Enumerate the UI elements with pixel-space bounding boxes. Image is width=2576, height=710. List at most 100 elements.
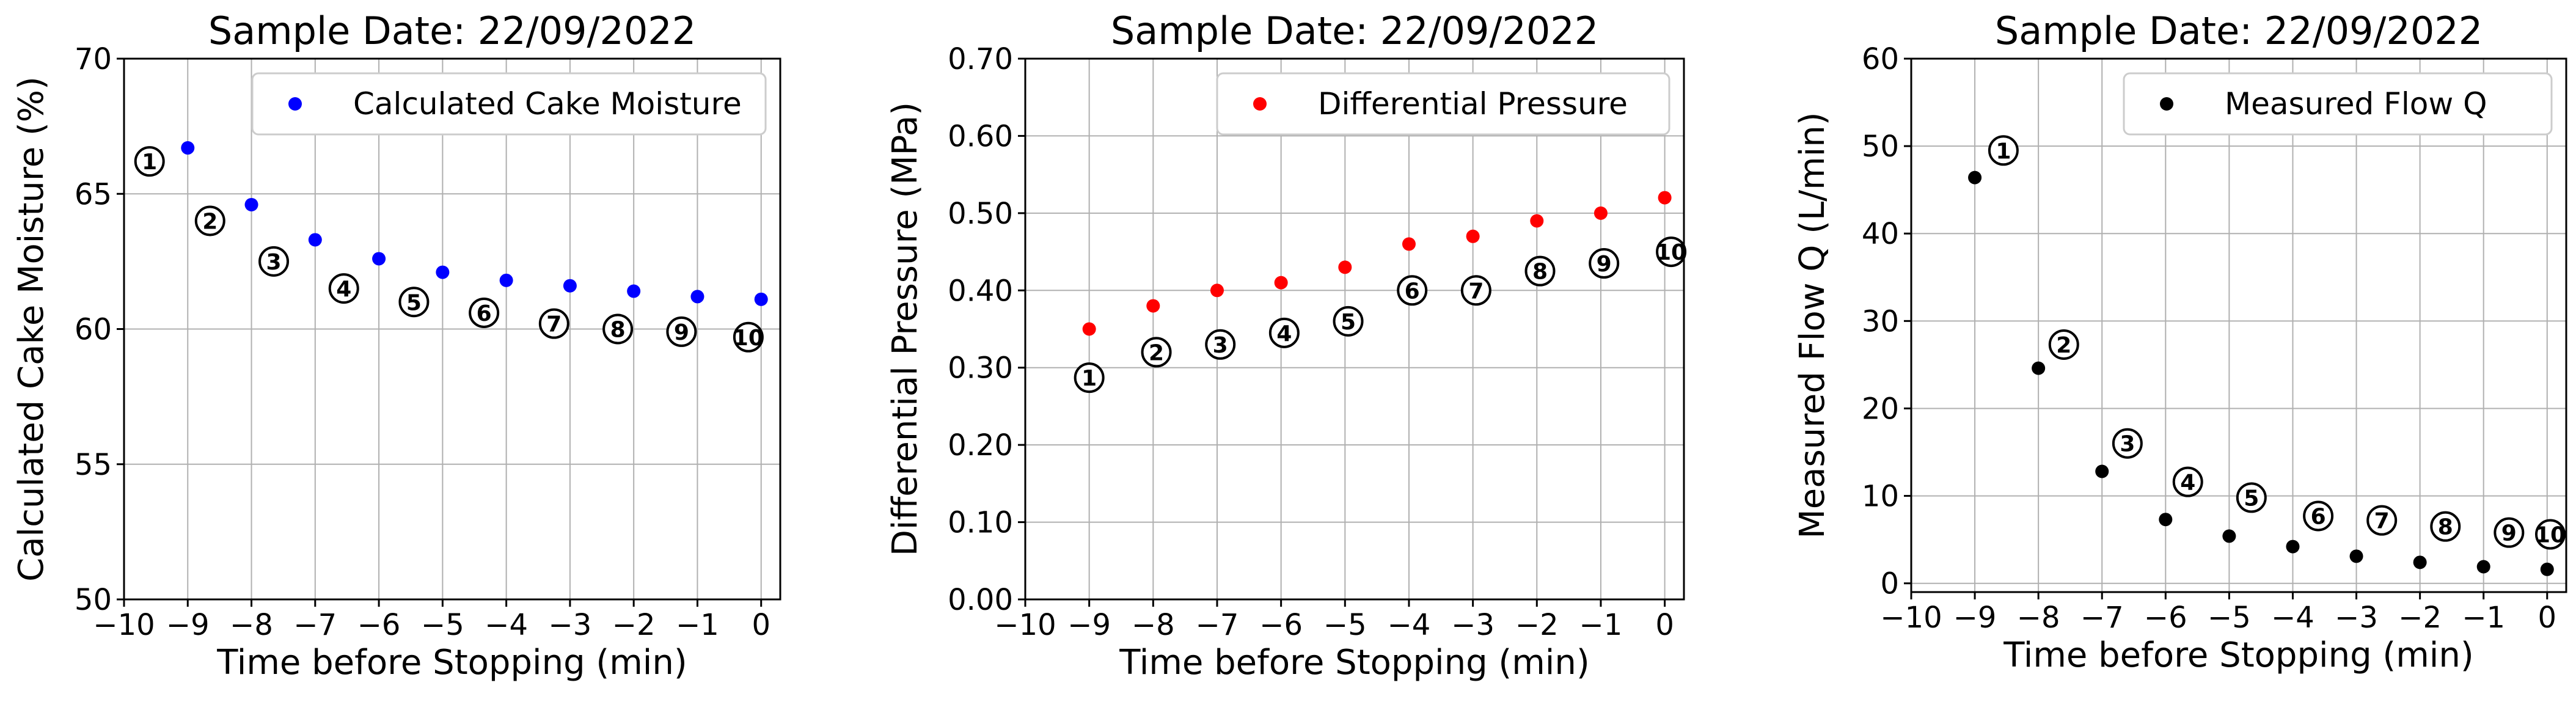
annotation-marker: 4 — [328, 273, 359, 304]
annotation-marker: 5 — [398, 287, 430, 318]
x-tick-label: −8 — [230, 608, 273, 642]
annotation-circle — [1524, 255, 1556, 287]
legend-box — [1216, 72, 1670, 136]
y-tick-label: 10 — [1862, 480, 1899, 514]
data-point — [2159, 513, 2173, 527]
y-tick-label: 0.20 — [948, 428, 1013, 463]
legend-label: Calculated Cake Moisture — [353, 86, 742, 122]
x-tick-label: −6 — [2144, 601, 2187, 635]
annotation-marker: 9 — [1589, 248, 1620, 279]
annotation-label: 5 — [2244, 486, 2259, 511]
annotation-circle — [666, 316, 697, 347]
annotation-label: 8 — [610, 318, 626, 343]
y-tick-label: 30 — [1862, 304, 1899, 339]
annotation-circle — [328, 273, 359, 304]
x-tick-label: 0 — [752, 608, 770, 642]
data-point — [1658, 191, 1672, 205]
annotation-circle — [1333, 306, 1364, 337]
x-tick-label: −10 — [994, 608, 1056, 642]
y-tick-label: 60 — [1862, 42, 1899, 76]
data-point — [754, 292, 768, 306]
x-tick-label: −6 — [1259, 608, 1303, 642]
data-point — [2095, 464, 2109, 478]
annotation-label: 6 — [1405, 279, 1420, 304]
annotation-circle — [2048, 329, 2079, 360]
annotation-circle — [2430, 511, 2461, 542]
x-axis-label: Time before Stopping (min) — [2003, 635, 2473, 675]
y-tick-label: 65 — [75, 177, 112, 211]
annotation-label: 9 — [2501, 521, 2517, 546]
x-tick-label: −10 — [1880, 601, 1942, 635]
annotation-marker: 4 — [1268, 317, 1300, 348]
x-tick-label: −3 — [549, 608, 592, 642]
annotation-marker: 8 — [602, 313, 634, 345]
annotation-marker: 3 — [1205, 329, 1236, 360]
y-tick-label: 0.00 — [948, 583, 1013, 617]
annotation-label: 10 — [1656, 240, 1686, 265]
annotation-label: 6 — [477, 301, 492, 326]
annotation-label: 2 — [2056, 333, 2071, 358]
annotation-label: 7 — [2374, 509, 2390, 534]
x-tick-label: −4 — [485, 608, 528, 642]
annotation-marker: 7 — [538, 308, 569, 339]
annotation-marker: 3 — [2112, 428, 2143, 459]
data-point — [627, 284, 641, 298]
data-point — [308, 233, 322, 247]
x-tick-label: −9 — [1067, 608, 1111, 642]
x-tick-label: −1 — [1579, 608, 1623, 642]
annotation-circle — [538, 308, 569, 339]
annotation-label: 5 — [1341, 310, 1356, 335]
y-tick-label: 0.40 — [948, 274, 1013, 308]
x-tick-label: −8 — [2017, 601, 2060, 635]
data-point — [563, 279, 577, 293]
annotation-marker: 3 — [258, 246, 290, 277]
annotation-label: 2 — [202, 210, 218, 235]
x-tick-label: −3 — [1451, 608, 1495, 642]
annotation-circle — [469, 297, 500, 328]
y-tick-label: 0.30 — [948, 351, 1013, 386]
annotation-label: 10 — [733, 326, 764, 351]
annotation-circle — [134, 146, 165, 177]
chart-title: Sample Date: 22/09/2022 — [1111, 9, 1598, 53]
annotation-marker: 1 — [1988, 135, 2019, 166]
annotation-label: 3 — [1213, 333, 1228, 358]
annotation-marker: 10 — [2535, 519, 2566, 550]
legend: Differential Pressure — [1216, 72, 1670, 136]
data-point — [1274, 276, 1288, 290]
x-tick-label: −1 — [676, 608, 719, 642]
data-point — [2413, 555, 2427, 569]
annotation-circle — [1141, 337, 1172, 368]
y-tick-label: 40 — [1862, 217, 1899, 251]
annotation-marker: 5 — [2236, 482, 2267, 513]
x-tick-label: −7 — [2080, 601, 2124, 635]
x-tick-label: −2 — [1515, 608, 1559, 642]
data-point — [1466, 229, 1480, 243]
annotation-circle — [2494, 517, 2525, 548]
data-point — [2286, 540, 2300, 554]
x-tick-label: −5 — [1323, 608, 1367, 642]
x-tick-label: −4 — [1388, 608, 1431, 642]
annotation-label: 8 — [1532, 260, 1548, 285]
annotation-circle — [2112, 428, 2143, 459]
x-tick-label: −5 — [421, 608, 464, 642]
data-point — [244, 197, 258, 211]
x-tick-label: −8 — [1132, 608, 1175, 642]
legend: Calculated Cake Moisture — [251, 72, 767, 136]
x-tick-label: −10 — [93, 608, 155, 642]
y-tick-label: 0.50 — [948, 197, 1013, 231]
annotation-label: 4 — [2180, 470, 2195, 496]
plot-frame — [1910, 57, 2567, 593]
annotation-circle — [2366, 505, 2398, 536]
annotation-circle — [1205, 329, 1236, 360]
annotation-circle — [1074, 362, 1105, 393]
data-point — [1338, 260, 1352, 274]
x-tick-label: −4 — [2271, 601, 2314, 635]
legend: Measured Flow Q — [2123, 72, 2553, 136]
legend-label: Differential Pressure — [1318, 86, 1628, 122]
data-point — [2476, 560, 2490, 574]
annotation-marker: 9 — [2494, 517, 2525, 548]
annotation-label: 9 — [1597, 252, 1612, 277]
annotation-label: 2 — [1149, 340, 1164, 365]
y-tick-label: 0.10 — [948, 506, 1013, 540]
